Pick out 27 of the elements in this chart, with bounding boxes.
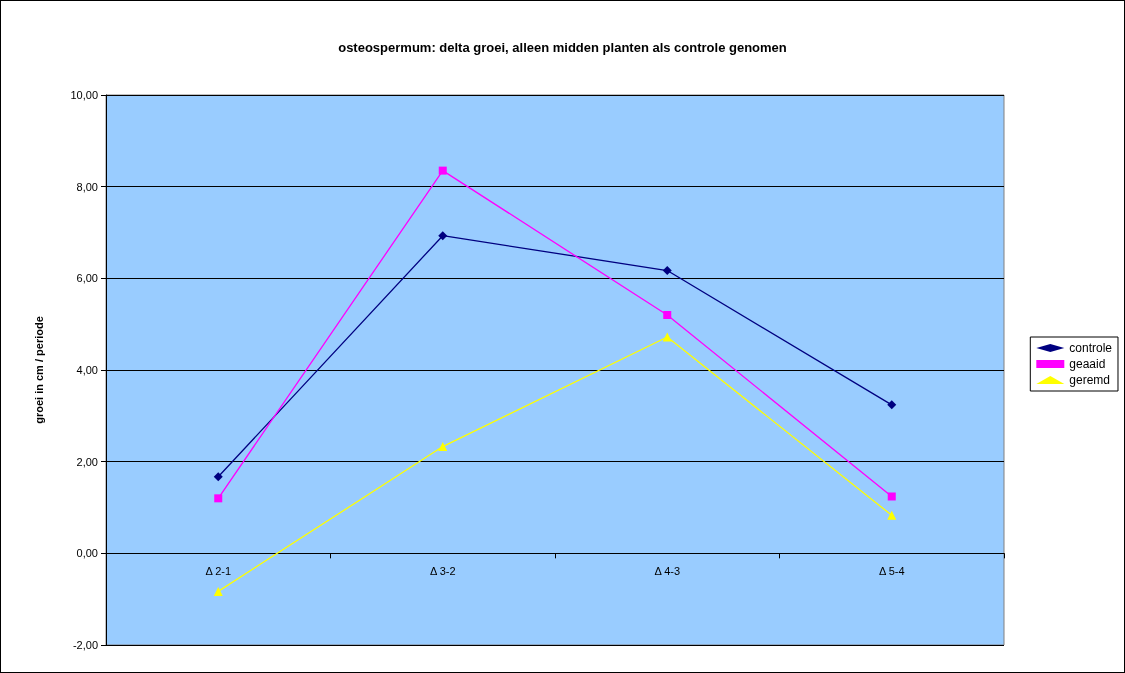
y-tick-label: 0,00: [76, 547, 98, 560]
legend-label: geremd: [1069, 373, 1110, 387]
y-tick-label: 10,00: [70, 89, 98, 101]
point: [662, 266, 672, 276]
x-tick-label: Δ 2-1: [205, 564, 232, 577]
point: [887, 400, 897, 410]
y-tick-label: 6,00: [76, 272, 98, 285]
point: [663, 311, 672, 319]
x-tick-label: Δ 5-4: [878, 564, 905, 577]
legend-label: controle: [1069, 341, 1113, 355]
legend-label: geaaid: [1069, 357, 1106, 371]
point: [438, 166, 447, 175]
y-tick-label: 8,00: [76, 180, 98, 193]
y-tick-label: 4,00: [76, 364, 98, 376]
x-tick-label: Δ 4-3: [654, 564, 681, 577]
point: [887, 492, 896, 501]
y-axis-title: groei in cm / periode: [32, 316, 45, 424]
point: [662, 332, 672, 342]
point: [214, 494, 223, 503]
point: [887, 510, 897, 520]
y-tick-label: 2,00: [76, 455, 98, 468]
point: [438, 231, 448, 241]
x-tick-label: Δ 3-2: [429, 564, 456, 577]
y-tick-label: -2,00: [72, 639, 98, 651]
point: [213, 586, 223, 596]
chart-title: osteospermum: delta groei, alleen midden planten als controle genomen: [338, 40, 787, 55]
point: [213, 472, 223, 482]
